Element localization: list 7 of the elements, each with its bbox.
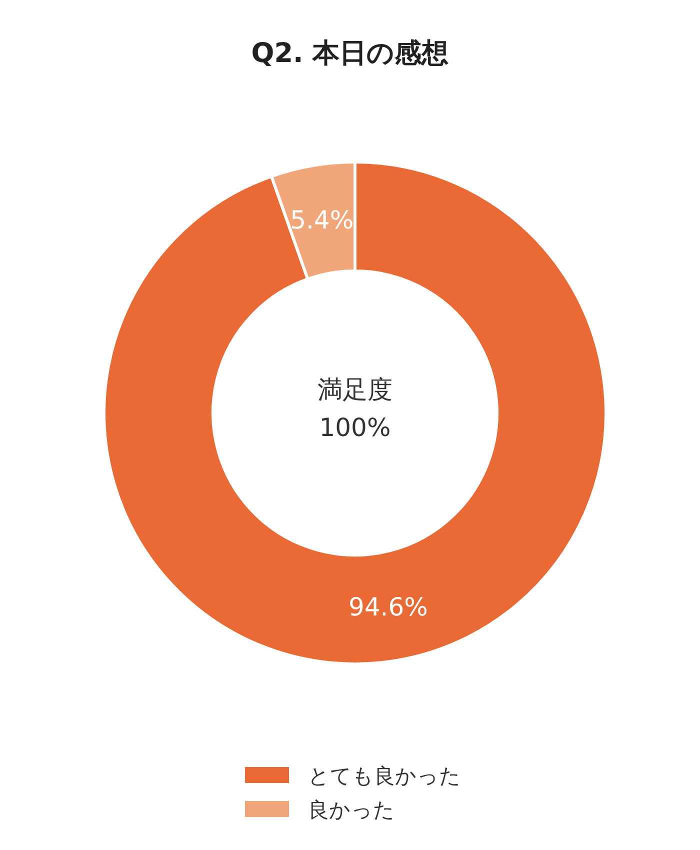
title: Q2. 本日の感想 xyxy=(251,38,449,69)
annotation: 満足度 xyxy=(318,375,392,404)
annotation: 100% xyxy=(319,413,391,442)
legend-label: とても良かった xyxy=(308,764,461,788)
legend-label: 良かった xyxy=(308,798,395,822)
value-label: 94.6% xyxy=(348,592,428,622)
value-label: 5.4% xyxy=(290,205,354,234)
